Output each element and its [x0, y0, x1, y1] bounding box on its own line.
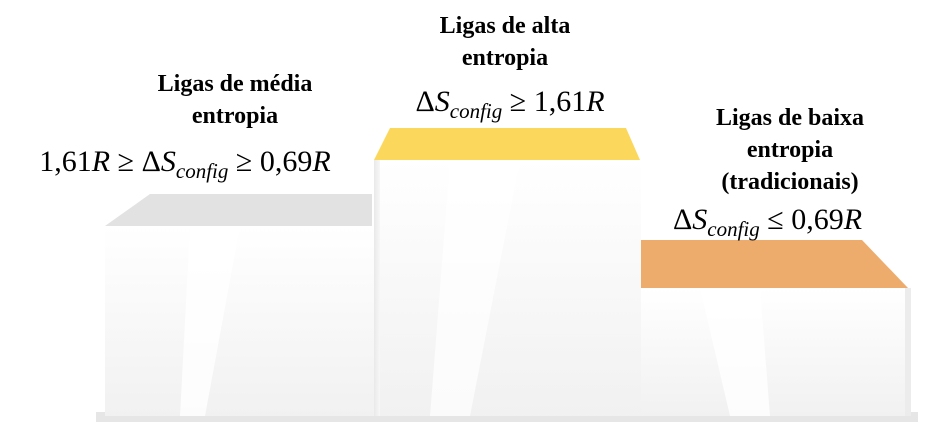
tier-baixa-formula: ΔSconfig ≤ 0,69R: [640, 203, 895, 240]
tier-media-top: [105, 194, 372, 226]
tier-alta-title-line-2: entropia: [461, 45, 549, 71]
formula-right-var: R: [843, 203, 863, 236]
formula-op: ≤: [767, 203, 784, 236]
tier-alta-title-line-1: Ligas de alta: [439, 13, 571, 39]
formula-left-value: 1,61: [39, 145, 92, 178]
tier-alta-title: Ligas de alta entropia: [390, 10, 620, 74]
formula-symbol: S: [434, 85, 450, 118]
formula-right-var: R: [586, 85, 605, 118]
tier-baixa-sheen: [700, 288, 770, 416]
formula-symbol: S: [160, 145, 176, 178]
tier-media-title-line-2: entropia: [191, 103, 279, 129]
tier-media-title: Ligas de média entropia: [120, 68, 350, 132]
tier-baixa-edge: [905, 288, 911, 416]
ground-shadow: [96, 412, 918, 422]
formula-right-value: 0,69: [259, 145, 313, 178]
tier-baixa-title-line-2: entropia: [746, 137, 834, 163]
formula-delta: Δ: [672, 203, 693, 236]
tier-media-formula: 1,61R ≥ ΔSconfig ≥ 0,69R: [0, 145, 370, 182]
tier-media-sheen: [180, 226, 240, 416]
tier-baixa-top: [640, 240, 908, 288]
tier-baixa-title-line-1: Ligas de baixa: [715, 105, 865, 131]
formula-delta: Δ: [141, 145, 161, 178]
tier-alta-top: [374, 128, 640, 160]
formula-op: ≥: [509, 85, 527, 118]
formula-right-value: 1,61: [533, 85, 587, 118]
tier-alta-left-side: [374, 160, 380, 416]
formula-right-value: 0,69: [791, 203, 844, 236]
tier-alta-formula: ΔSconfig ≥ 1,61R: [375, 85, 645, 122]
tier-baixa-title-line-3: (tradicionais): [721, 169, 859, 195]
formula-symbol: S: [692, 203, 708, 236]
formula-subscript: config: [707, 217, 760, 241]
formula-left-var: R: [91, 145, 111, 178]
tier-baixa-block: [640, 288, 910, 416]
formula-subscript: config: [449, 99, 503, 123]
formula-op-1: ≥: [117, 145, 135, 178]
tier-media-title-line-1: Ligas de média: [157, 71, 313, 97]
formula-delta: Δ: [415, 85, 435, 118]
formula-subscript: config: [175, 159, 229, 183]
tier-alta-sheen: [430, 160, 520, 416]
formula-op-2: ≥: [235, 145, 253, 178]
formula-right-var: R: [312, 145, 331, 178]
tier-media-block: [105, 226, 377, 416]
tier-baixa-title: Ligas de baixa entropia (tradicionais): [670, 102, 910, 198]
